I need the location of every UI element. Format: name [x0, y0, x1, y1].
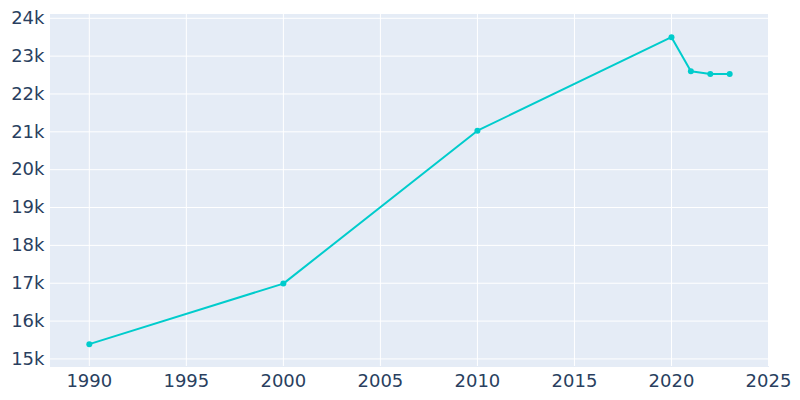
svg-text:1990: 1990 — [66, 370, 112, 391]
svg-text:15k: 15k — [11, 348, 45, 369]
svg-text:21k: 21k — [11, 121, 45, 142]
svg-text:23k: 23k — [11, 45, 45, 66]
svg-text:22k: 22k — [11, 83, 45, 104]
svg-text:24k: 24k — [11, 7, 45, 28]
svg-text:2020: 2020 — [649, 370, 695, 391]
svg-text:2000: 2000 — [260, 370, 306, 391]
svg-text:2010: 2010 — [455, 370, 501, 391]
svg-text:18k: 18k — [11, 234, 45, 255]
svg-text:2015: 2015 — [552, 370, 598, 391]
svg-text:1995: 1995 — [163, 370, 209, 391]
svg-text:16k: 16k — [11, 310, 45, 331]
svg-text:17k: 17k — [11, 272, 45, 293]
svg-text:2025: 2025 — [746, 370, 792, 391]
svg-text:2005: 2005 — [357, 370, 403, 391]
svg-text:19k: 19k — [11, 196, 45, 217]
svg-text:20k: 20k — [11, 158, 45, 179]
